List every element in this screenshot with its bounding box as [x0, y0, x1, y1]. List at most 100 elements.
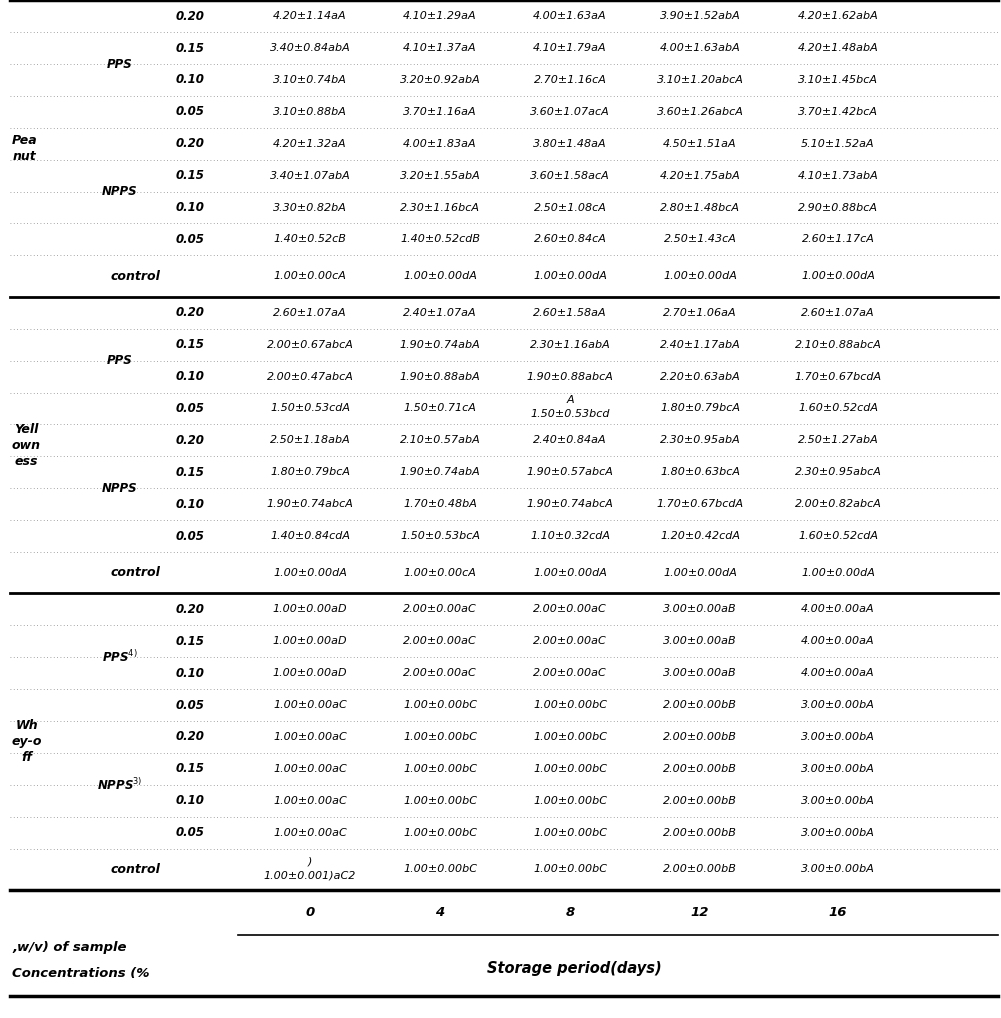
Text: 16: 16	[829, 905, 847, 918]
Text: 0.05: 0.05	[175, 529, 204, 543]
Text: 4.00±1.63abA: 4.00±1.63abA	[660, 43, 741, 53]
Text: 0.05: 0.05	[175, 698, 204, 712]
Text: 1.60±0.52cdA: 1.60±0.52cdA	[798, 403, 878, 413]
Text: 3.90±1.52abA: 3.90±1.52abA	[660, 11, 741, 21]
Text: 3.00±0.00bA: 3.00±0.00bA	[801, 764, 875, 774]
Text: 0.15: 0.15	[175, 635, 204, 647]
Text: PPS$^{4)}$: PPS$^{4)}$	[102, 649, 138, 665]
Text: 1.90±0.57abcA: 1.90±0.57abcA	[527, 467, 614, 477]
Text: 1.00±0.00bC: 1.00±0.00bC	[533, 700, 607, 710]
Text: 0.15: 0.15	[175, 762, 204, 776]
Text: 3.10±0.74bA: 3.10±0.74bA	[273, 75, 347, 84]
Text: NPPS: NPPS	[102, 482, 138, 495]
Text: 3.70±1.16aA: 3.70±1.16aA	[403, 107, 476, 117]
Text: 3.10±1.20abcA: 3.10±1.20abcA	[657, 75, 744, 84]
Text: 1.00±0.00dA: 1.00±0.00dA	[663, 568, 737, 577]
Text: 0.10: 0.10	[175, 371, 204, 383]
Text: 8: 8	[566, 905, 575, 918]
Text: 3.20±0.92abA: 3.20±0.92abA	[399, 75, 480, 84]
Text: 0.15: 0.15	[175, 338, 204, 351]
Text: 2.50±1.08cA: 2.50±1.08cA	[534, 203, 607, 213]
Text: 0.05: 0.05	[175, 402, 204, 415]
Text: 0: 0	[305, 905, 314, 918]
Text: control: control	[110, 270, 160, 283]
Text: 2.40±0.84aA: 2.40±0.84aA	[534, 436, 607, 445]
Text: 5.10±1.52aA: 5.10±1.52aA	[801, 138, 875, 149]
Text: 3.60±1.58acA: 3.60±1.58acA	[531, 171, 610, 180]
Text: 2.40±1.17abA: 2.40±1.17abA	[660, 340, 741, 349]
Text: 2.00±0.00bB: 2.00±0.00bB	[663, 700, 737, 710]
Text: 1.80±0.79bcA: 1.80±0.79bcA	[270, 467, 350, 477]
Text: 2.60±1.07aA: 2.60±1.07aA	[801, 307, 875, 318]
Text: 2.60±0.84cA: 2.60±0.84cA	[534, 234, 607, 244]
Text: 4.10±1.37aA: 4.10±1.37aA	[403, 43, 476, 53]
Text: 0.10: 0.10	[175, 73, 204, 87]
Text: 4.20±1.14aA: 4.20±1.14aA	[273, 11, 346, 21]
Text: 2.60±1.07aA: 2.60±1.07aA	[273, 307, 346, 318]
Text: 2.10±0.88abcA: 2.10±0.88abcA	[795, 340, 882, 349]
Text: 2.00±0.00aC: 2.00±0.00aC	[403, 668, 476, 678]
Text: Pea
nut: Pea nut	[12, 134, 38, 163]
Text: 1.00±0.00aC: 1.00±0.00aC	[273, 732, 347, 742]
Text: 1.10±0.32cdA: 1.10±0.32cdA	[530, 531, 610, 541]
Text: 1.00±0.00bC: 1.00±0.00bC	[533, 828, 607, 838]
Text: 1.00±0.001)aC2: 1.00±0.001)aC2	[264, 870, 356, 881]
Text: 2.00±0.00bB: 2.00±0.00bB	[663, 828, 737, 838]
Text: 2.30±0.95abA: 2.30±0.95abA	[660, 436, 741, 445]
Text: 3.00±0.00bA: 3.00±0.00bA	[801, 700, 875, 710]
Text: 1.90±0.74abcA: 1.90±0.74abcA	[527, 499, 614, 509]
Text: 2.00±0.00aC: 2.00±0.00aC	[403, 605, 476, 614]
Text: 1.00±0.00aC: 1.00±0.00aC	[273, 796, 347, 805]
Text: 1.80±0.63bcA: 1.80±0.63bcA	[660, 467, 740, 477]
Text: 4.50±1.51aA: 4.50±1.51aA	[664, 138, 737, 149]
Text: 1.00±0.00cA: 1.00±0.00cA	[273, 271, 346, 281]
Text: 1.70±0.48bA: 1.70±0.48bA	[403, 499, 476, 509]
Text: 3.80±1.48aA: 3.80±1.48aA	[534, 138, 607, 149]
Text: 3.60±1.26abcA: 3.60±1.26abcA	[657, 107, 744, 117]
Text: 1.40±0.84cdA: 1.40±0.84cdA	[270, 531, 350, 541]
Text: 1.90±0.74abcA: 1.90±0.74abcA	[266, 499, 353, 509]
Text: 1.00±0.00bC: 1.00±0.00bC	[403, 828, 477, 838]
Text: 1.00±0.00bC: 1.00±0.00bC	[403, 732, 477, 742]
Text: A: A	[567, 395, 574, 405]
Text: 2.30±0.95abcA: 2.30±0.95abcA	[795, 467, 882, 477]
Text: 1.00±0.00dA: 1.00±0.00dA	[534, 271, 607, 281]
Text: 2.50±1.27abA: 2.50±1.27abA	[798, 436, 878, 445]
Text: 3.70±1.42bcA: 3.70±1.42bcA	[798, 107, 878, 117]
Text: 2.00±0.00bB: 2.00±0.00bB	[663, 864, 737, 874]
Text: 0.10: 0.10	[175, 667, 204, 680]
Text: 0.15: 0.15	[175, 169, 204, 182]
Text: 1.00±0.00dA: 1.00±0.00dA	[663, 271, 737, 281]
Text: 3.00±0.00aB: 3.00±0.00aB	[664, 668, 737, 678]
Text: 3.40±1.07abA: 3.40±1.07abA	[269, 171, 350, 180]
Text: 4.20±1.32aA: 4.20±1.32aA	[273, 138, 346, 149]
Text: PPS: PPS	[107, 354, 133, 367]
Text: 3.40±0.84abA: 3.40±0.84abA	[269, 43, 350, 53]
Text: control: control	[110, 863, 160, 875]
Text: 1.00±0.00bC: 1.00±0.00bC	[403, 796, 477, 805]
Text: 4.10±1.73abA: 4.10±1.73abA	[798, 171, 878, 180]
Text: 0.15: 0.15	[175, 42, 204, 55]
Text: 1.80±0.79bcA: 1.80±0.79bcA	[660, 403, 740, 413]
Text: PPS: PPS	[107, 58, 133, 70]
Text: 1.70±0.67bcdA: 1.70±0.67bcdA	[795, 372, 882, 382]
Text: 2.30±1.16bcA: 2.30±1.16bcA	[400, 203, 480, 213]
Text: 2.00±0.00aC: 2.00±0.00aC	[534, 605, 607, 614]
Text: Concentrations (%: Concentrations (%	[12, 966, 149, 979]
Text: 2.70±1.06aA: 2.70±1.06aA	[664, 307, 737, 318]
Text: 0.15: 0.15	[175, 465, 204, 478]
Text: 1.00±0.00bC: 1.00±0.00bC	[533, 732, 607, 742]
Text: 2.50±1.43cA: 2.50±1.43cA	[664, 234, 737, 244]
Text: 3.00±0.00aB: 3.00±0.00aB	[664, 636, 737, 646]
Text: 0.05: 0.05	[175, 105, 204, 118]
Text: 1.00±0.00aD: 1.00±0.00aD	[272, 605, 347, 614]
Text: 0.10: 0.10	[175, 794, 204, 807]
Text: 3.00±0.00bA: 3.00±0.00bA	[801, 828, 875, 838]
Text: 4.00±0.00aA: 4.00±0.00aA	[801, 668, 875, 678]
Text: 2.60±1.17cA: 2.60±1.17cA	[802, 234, 875, 244]
Text: 2.90±0.88bcA: 2.90±0.88bcA	[798, 203, 878, 213]
Text: 1.50±0.71cA: 1.50±0.71cA	[403, 403, 476, 413]
Text: 2.00±0.82abcA: 2.00±0.82abcA	[795, 499, 882, 509]
Text: 4: 4	[435, 905, 444, 918]
Text: 4.20±1.62abA: 4.20±1.62abA	[798, 11, 878, 21]
